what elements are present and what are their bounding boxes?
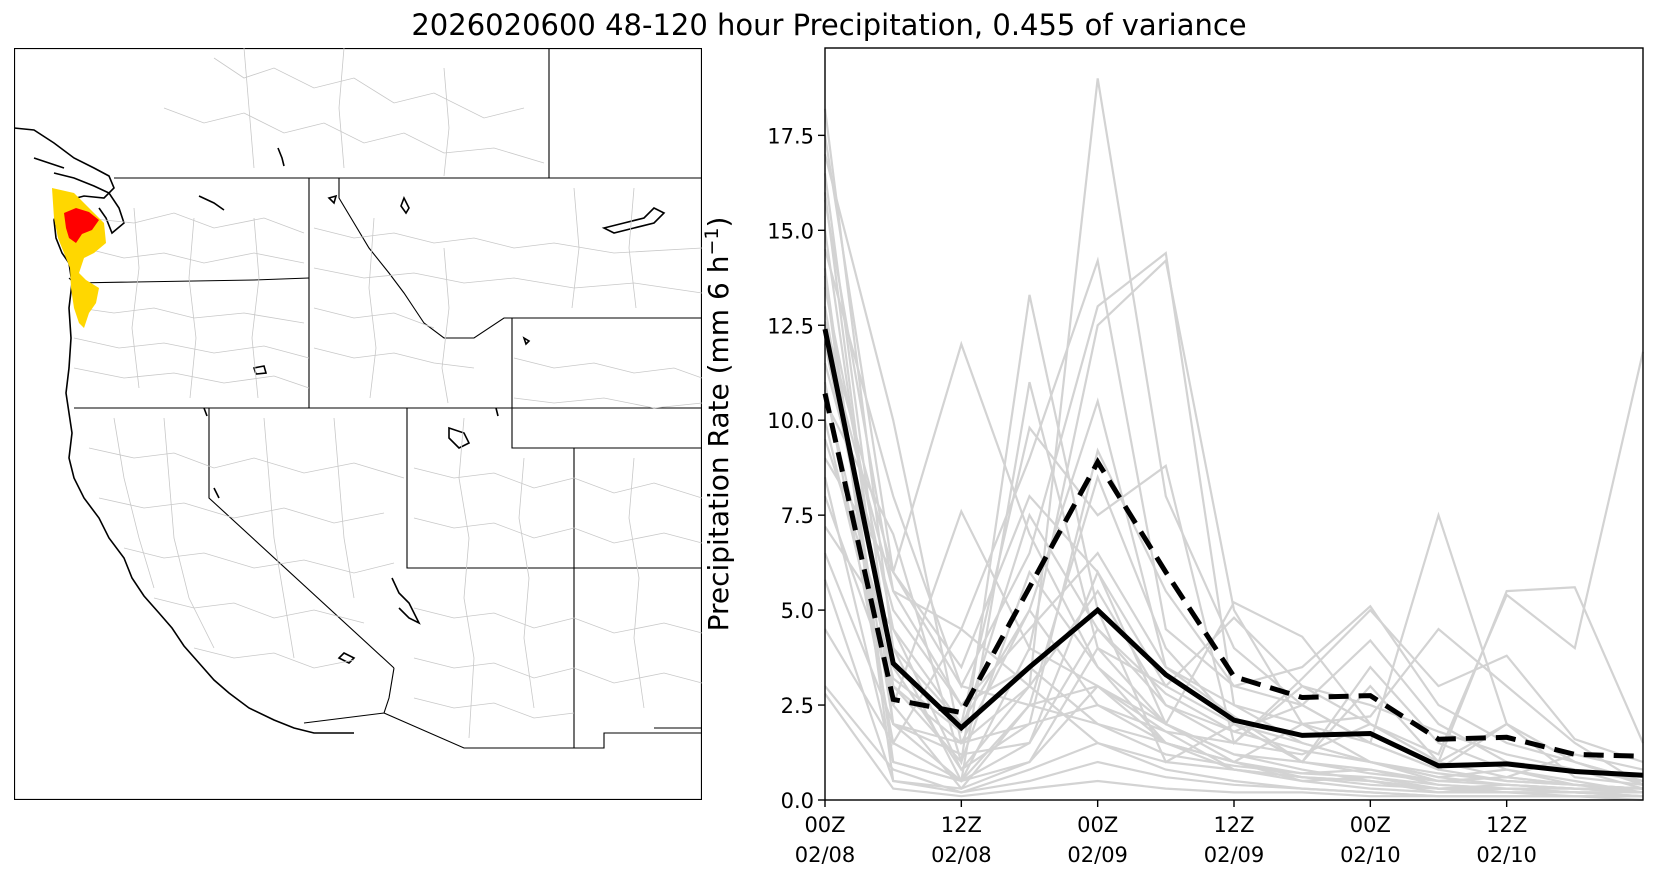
ensemble-member-line	[823, 552, 1644, 794]
x-tick-label: 00Z	[1077, 813, 1118, 837]
y-tick-label: 17.5	[767, 124, 814, 148]
figure-title: 2026020600 48-120 hour Precipitation, 0.…	[411, 8, 1247, 42]
y-tick-label: 10.0	[767, 409, 814, 433]
mean-lines	[822, 328, 1644, 778]
x-tick-date-label: 02/08	[931, 843, 992, 867]
ensemble-member-line	[823, 336, 1643, 794]
y-tick-label: 15.0	[767, 219, 814, 243]
y-axis-label: Precipitation Rate (mm 6 h−1)	[701, 217, 735, 632]
y-tick-label: 5.0	[781, 599, 814, 623]
precip-chart: 0.0 2.5 5.0 7.5 10.0 12.5 15.0 17.5 00Z 02/08 12Z…	[701, 47, 1645, 867]
x-tick-date-label: 02/09	[1067, 843, 1128, 867]
basin-map	[14, 48, 702, 800]
x-tick-label: 12Z	[1486, 813, 1527, 837]
x-tick-date-label: 02/10	[1340, 843, 1401, 867]
puget-sound	[33, 157, 125, 235]
high-anomaly-region	[64, 208, 99, 243]
coastline	[14, 127, 354, 734]
ensemble-mean-line	[822, 328, 1644, 778]
x-tick-date-label: 02/10	[1476, 843, 1537, 867]
ensemble-member-line	[823, 362, 1644, 794]
lakes	[198, 147, 666, 664]
y-tick-label: 0.0	[781, 789, 814, 813]
y-tick-label: 7.5	[781, 504, 814, 528]
x-axis: 00Z 02/08 12Z 02/08 00Z 02/09 12Z 02/09 00Z 02/10…	[795, 800, 1537, 867]
weighted-mean-line	[822, 393, 1644, 759]
ensemble-member-line	[823, 192, 1644, 798]
ensemble-member-line	[823, 275, 1643, 798]
ensemble-member-line	[823, 287, 1644, 764]
y-axis: 0.0 2.5 5.0 7.5 10.0 12.5 15.0 17.5	[767, 124, 825, 813]
ensemble-member-line	[823, 108, 1644, 794]
map-frame	[14, 48, 702, 800]
x-tick-label: 00Z	[1350, 813, 1391, 837]
x-tick-label: 00Z	[804, 813, 845, 837]
ensemble-member-line	[823, 135, 1643, 794]
y-tick-label: 2.5	[781, 694, 814, 718]
x-tick-date-label: 02/09	[1204, 843, 1265, 867]
x-tick-label: 12Z	[941, 813, 982, 837]
x-tick-label: 12Z	[1213, 813, 1254, 837]
ensemble-member-line	[823, 78, 1644, 783]
ensemble-member-line	[823, 389, 1644, 790]
y-tick-label: 12.5	[767, 314, 814, 338]
ensemble-member-line	[823, 199, 1644, 783]
x-tick-date-label: 02/08	[795, 843, 856, 867]
ensemble-lines	[823, 78, 1645, 802]
ensemble-member-line	[823, 495, 1644, 790]
basin-boundaries	[73, 48, 702, 739]
ensemble-member-line	[823, 476, 1643, 794]
